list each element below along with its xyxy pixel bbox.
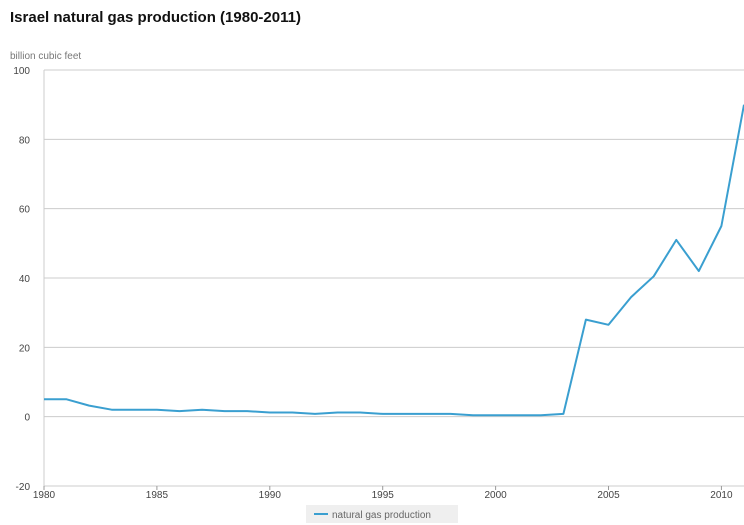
x-tick-label: 2000 [484,490,507,501]
legend: natural gas production [306,505,458,523]
x-tick-label: 1990 [259,490,282,501]
x-tick-label: 2010 [710,490,733,501]
grid-lines [43,69,744,487]
y-tick-label: 100 [13,66,30,77]
x-tick-label: 1985 [146,490,169,501]
y-tick-label: 20 [19,343,31,354]
y-tick-label: 40 [19,274,31,285]
y-tick-label: 0 [24,413,30,424]
x-tick-label: 1980 [33,490,56,501]
legend-box [306,505,458,523]
y-tick-label: 80 [19,135,31,146]
x-tick-label: 2005 [597,490,620,501]
x-axis-ticks: 1980 1985 1990 1995 2000 2005 2010 [33,486,733,501]
x-tick-label: 1995 [372,490,395,501]
chart-title: Israel natural gas production (1980-2011… [10,9,301,26]
legend-entry: natural gas production [332,510,431,521]
y-tick-label: 60 [19,205,31,216]
y-axis-label: billion cubic feet [10,51,81,62]
y-tick-label: -20 [16,482,31,493]
series-line-0 [44,104,744,417]
y-axis-ticks: -20 0 20 40 60 80 100 [13,66,30,493]
series-group [44,104,744,417]
